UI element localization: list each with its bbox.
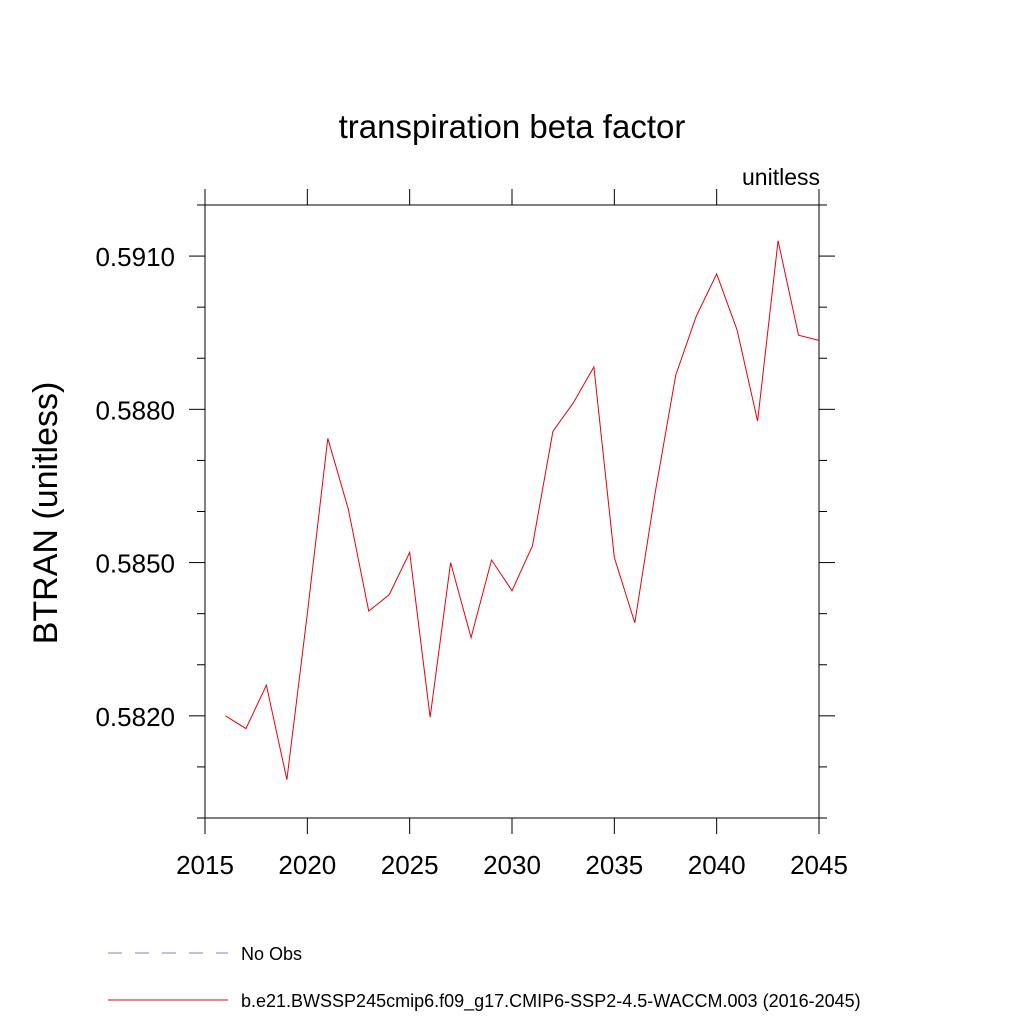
x-tick-label: 2025	[381, 850, 439, 880]
legend: No Obs b.e21.BWSSP245cmip6.f09_g17.CMIP6-…	[108, 944, 861, 1012]
series-layer	[225, 240, 820, 780]
chart-title: transpiration beta factor	[339, 108, 686, 145]
plot-frame	[204, 204, 820, 819]
x-tick-label: 2020	[278, 850, 336, 880]
y-axis-label: BTRAN (unitless)	[27, 382, 65, 645]
x-tick-label: 2040	[688, 850, 746, 880]
series-line	[225, 240, 820, 780]
legend-label: b.e21.BWSSP245cmip6.f09_g17.CMIP6-SSP2-4…	[241, 991, 861, 1012]
y-tick-label: 0.5850	[95, 549, 175, 579]
x-tick-label: 2030	[483, 850, 541, 880]
x-axis-ticks: 2015 2020 2025 2030 2035 2040 2045	[176, 189, 848, 880]
legend-label: No Obs	[241, 944, 302, 964]
x-tick-label: 2035	[585, 850, 643, 880]
y-tick-label: 0.5820	[95, 702, 175, 732]
y-axis-ticks: 0.5820 0.5850 0.5880 0.5910	[95, 204, 835, 819]
chart-subtitle: unitless	[742, 164, 820, 190]
y-tick-label: 0.5880	[95, 395, 175, 425]
x-tick-label: 2015	[176, 850, 234, 880]
y-tick-label: 0.5910	[95, 242, 175, 272]
x-tick-label: 2045	[790, 850, 848, 880]
